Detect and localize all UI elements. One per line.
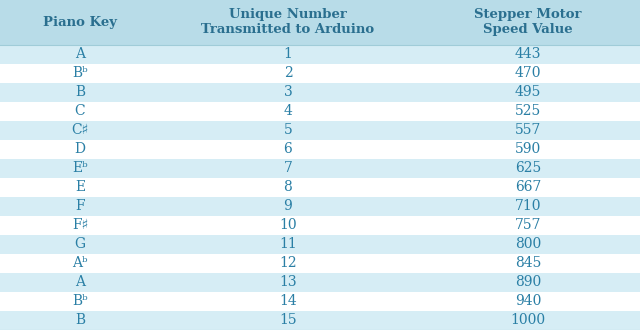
Text: Unique Number
Transmitted to Arduino: Unique Number Transmitted to Arduino (202, 8, 374, 36)
Text: F: F (75, 199, 85, 213)
Text: Aᵇ: Aᵇ (72, 256, 88, 270)
Text: A: A (75, 47, 85, 61)
FancyBboxPatch shape (0, 0, 640, 45)
Text: Stepper Motor
Speed Value: Stepper Motor Speed Value (474, 8, 582, 36)
FancyBboxPatch shape (0, 102, 640, 121)
Text: 10: 10 (279, 218, 297, 232)
Text: 470: 470 (515, 66, 541, 80)
FancyBboxPatch shape (0, 216, 640, 235)
Text: B: B (75, 314, 85, 327)
Text: 2: 2 (284, 66, 292, 80)
FancyBboxPatch shape (0, 311, 640, 330)
FancyBboxPatch shape (0, 292, 640, 311)
Text: 890: 890 (515, 276, 541, 289)
FancyBboxPatch shape (0, 45, 640, 64)
Text: C: C (75, 104, 85, 118)
FancyBboxPatch shape (0, 235, 640, 254)
Text: 940: 940 (515, 294, 541, 309)
FancyBboxPatch shape (0, 121, 640, 140)
Text: Eᵇ: Eᵇ (72, 161, 88, 175)
Text: 3: 3 (284, 85, 292, 99)
FancyBboxPatch shape (0, 82, 640, 102)
Text: 4: 4 (284, 104, 292, 118)
Text: 6: 6 (284, 142, 292, 156)
Text: Bᵇ: Bᵇ (72, 66, 88, 80)
Text: D: D (74, 142, 86, 156)
Text: 1000: 1000 (511, 314, 545, 327)
Text: 845: 845 (515, 256, 541, 270)
Text: 625: 625 (515, 161, 541, 175)
Text: 9: 9 (284, 199, 292, 213)
Text: 757: 757 (515, 218, 541, 232)
Text: 11: 11 (279, 237, 297, 251)
FancyBboxPatch shape (0, 197, 640, 216)
Text: Piano Key: Piano Key (43, 16, 117, 29)
Text: 443: 443 (515, 47, 541, 61)
Text: 525: 525 (515, 104, 541, 118)
Text: 14: 14 (279, 294, 297, 309)
Text: 7: 7 (284, 161, 292, 175)
Text: B: B (75, 85, 85, 99)
FancyBboxPatch shape (0, 178, 640, 197)
Text: 590: 590 (515, 142, 541, 156)
Text: 667: 667 (515, 180, 541, 194)
Text: 710: 710 (515, 199, 541, 213)
Text: 557: 557 (515, 123, 541, 137)
Text: F♯: F♯ (72, 218, 88, 232)
Text: 5: 5 (284, 123, 292, 137)
Text: 13: 13 (279, 276, 297, 289)
Text: 800: 800 (515, 237, 541, 251)
Text: 1: 1 (284, 47, 292, 61)
Text: G: G (74, 237, 86, 251)
FancyBboxPatch shape (0, 64, 640, 82)
Text: 495: 495 (515, 85, 541, 99)
Text: 12: 12 (279, 256, 297, 270)
FancyBboxPatch shape (0, 140, 640, 159)
FancyBboxPatch shape (0, 273, 640, 292)
FancyBboxPatch shape (0, 254, 640, 273)
FancyBboxPatch shape (0, 159, 640, 178)
Text: 15: 15 (279, 314, 297, 327)
Text: C♯: C♯ (71, 123, 89, 137)
Text: Bᵇ: Bᵇ (72, 294, 88, 309)
Text: A: A (75, 276, 85, 289)
Text: E: E (75, 180, 85, 194)
Text: 8: 8 (284, 180, 292, 194)
